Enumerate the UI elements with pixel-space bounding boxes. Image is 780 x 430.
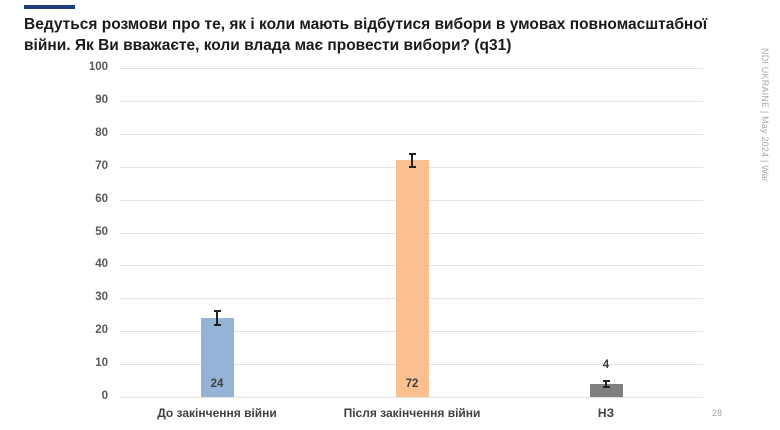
- error-bar-cap: [602, 386, 610, 389]
- x-category-label: НЗ: [597, 406, 615, 420]
- y-tick-label: 60: [95, 193, 108, 205]
- error-bar-cap: [602, 379, 610, 382]
- header-accent-bar: [24, 5, 75, 9]
- error-bar: [411, 153, 413, 167]
- bar-value-label: 4: [602, 358, 610, 371]
- bar: [395, 160, 429, 397]
- x-category-label: Після закінчення війни: [343, 406, 481, 420]
- bar: [589, 383, 623, 397]
- bar-value-label: 72: [405, 378, 419, 390]
- y-tick-label: 40: [95, 258, 108, 270]
- y-tick-label: 80: [95, 127, 108, 139]
- error-bar-cap: [408, 152, 416, 155]
- y-tick-label: 0: [101, 390, 108, 402]
- y-tick-label: 100: [88, 61, 108, 73]
- gridline: [120, 397, 703, 398]
- gridline: [120, 134, 703, 135]
- y-tick-label: 50: [95, 226, 108, 238]
- error-bar-cap: [213, 323, 221, 326]
- page-number: 28: [712, 408, 723, 418]
- error-bar-cap: [408, 165, 416, 168]
- error-bar-cap: [213, 310, 221, 313]
- y-tick-label: 30: [95, 291, 108, 303]
- y-tick-label: 70: [95, 160, 108, 172]
- error-bar: [605, 380, 607, 388]
- bar-value-label: 24: [210, 378, 224, 390]
- bar: [200, 318, 234, 397]
- error-bar: [216, 311, 218, 325]
- chart-title: Ведуться розмови про те, як і коли мають…: [24, 16, 708, 54]
- gridline: [120, 68, 703, 69]
- y-tick-label: 10: [95, 357, 108, 369]
- y-tick-label: 90: [95, 94, 108, 106]
- x-category-label: До закінчення війни: [157, 406, 277, 420]
- source-side-note: NDI UKRAINE | May 2024 | War: [760, 48, 770, 182]
- y-tick-label: 20: [95, 324, 108, 336]
- gridline: [120, 101, 703, 102]
